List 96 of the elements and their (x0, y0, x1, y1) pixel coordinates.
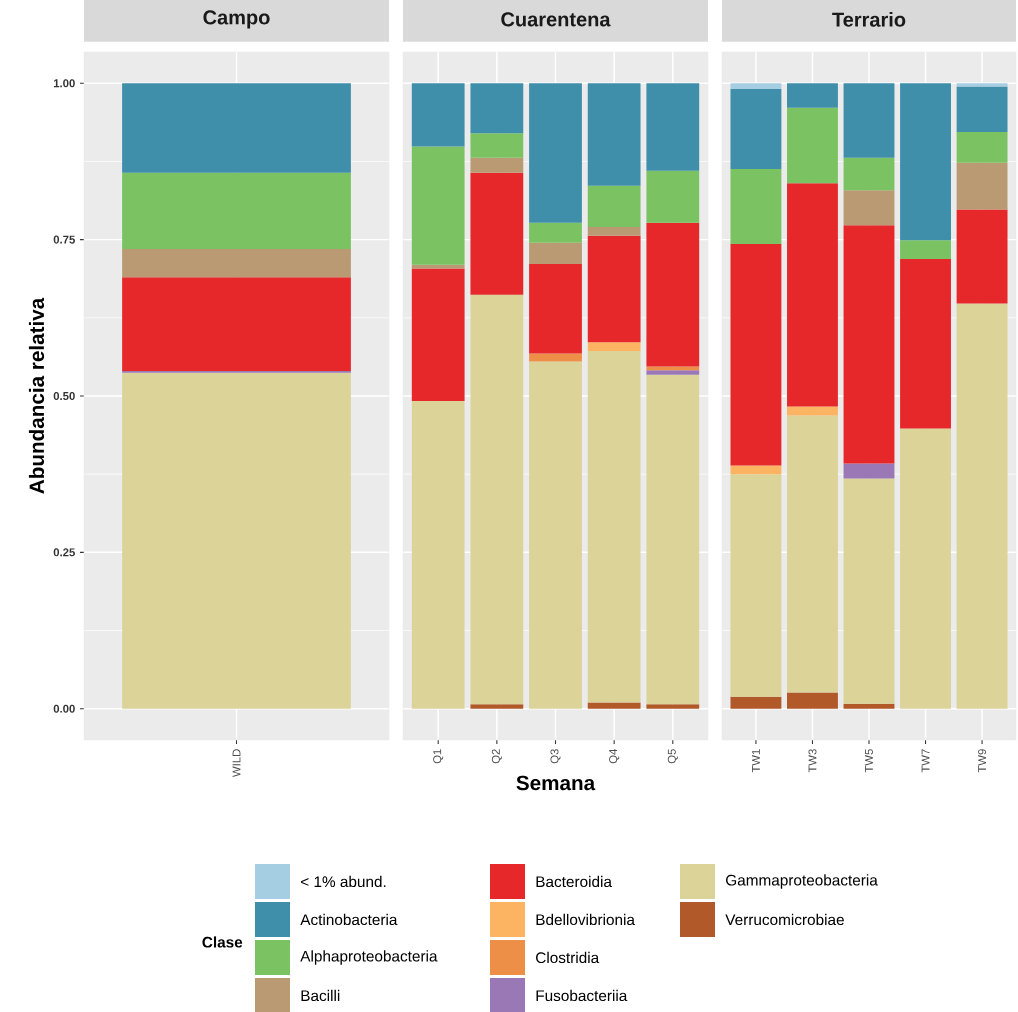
y-axis-title: Abundancia relativa (28, 297, 45, 494)
bar (787, 183, 838, 407)
bar (956, 132, 1008, 163)
bar (529, 361, 582, 709)
bar (730, 465, 782, 475)
bar (646, 370, 700, 375)
legend-label: Actinobacteria (300, 913, 398, 926)
bar (587, 342, 641, 351)
legend-label: Alphaproteobacteria (300, 950, 438, 965)
bar (587, 83, 641, 186)
bar (843, 83, 895, 158)
chart-title: Cuarentena (501, 12, 611, 27)
legend-label: < 1% abund. (301, 875, 386, 888)
bar (956, 303, 1008, 709)
bar (411, 268, 465, 401)
bar (956, 209, 1008, 304)
bar (787, 406, 838, 416)
bar (646, 83, 700, 171)
bar (470, 157, 524, 173)
bar (587, 702, 641, 709)
y-tick-label: 0.00 (53, 704, 75, 713)
bar (529, 242, 582, 265)
bar (587, 235, 641, 343)
bar (787, 415, 838, 693)
bar (730, 88, 782, 169)
x-tick-label: TW5 (865, 749, 873, 773)
bar (587, 185, 641, 228)
x-tick-label: Q1 (433, 749, 444, 764)
bar (122, 249, 351, 278)
bar (529, 222, 582, 243)
bar (730, 696, 782, 709)
x-tick-label: TW1 (752, 749, 760, 773)
legend-label: Fusobacteriia (536, 989, 628, 1002)
legend-label: Verrucomicrobiae (725, 913, 844, 926)
y-tick-label: 1.00 (53, 79, 75, 88)
bar (411, 83, 465, 147)
bar (900, 240, 951, 260)
x-tick-label: TW9 (978, 749, 987, 773)
bar (900, 259, 951, 429)
bar (470, 83, 524, 134)
bar (843, 190, 895, 226)
bar (529, 264, 582, 354)
chart-title: Campo (203, 10, 270, 29)
bar (843, 463, 895, 479)
legend-label: Gammaproteobacteria (726, 874, 878, 889)
bar (122, 83, 351, 173)
y-tick-label: 0.75 (53, 235, 75, 244)
bar (843, 225, 895, 464)
bar (122, 372, 351, 709)
x-tick-label: Q3 (550, 749, 561, 764)
bar (956, 86, 1008, 133)
bar (470, 133, 524, 158)
legend-label: Bacteroidia (536, 875, 612, 888)
bar (646, 170, 700, 223)
legend-title: Clase (202, 936, 243, 948)
bar (470, 294, 524, 705)
bar (529, 353, 582, 362)
bar (843, 703, 895, 709)
x-tick-label: Q4 (609, 749, 620, 764)
x-tick-label: TW3 (808, 749, 817, 773)
bar (587, 350, 641, 703)
x-tick-label: WILD (232, 749, 241, 777)
legend-label: Bdellovibrionia (536, 913, 635, 926)
bar (843, 478, 895, 704)
bar (843, 157, 895, 191)
bar (411, 146, 465, 265)
bar (730, 83, 782, 89)
bar (122, 172, 351, 249)
bar (787, 83, 838, 108)
bar (411, 400, 465, 709)
legend-label: Bacilli (301, 989, 340, 1002)
bar (470, 172, 524, 295)
bar (646, 704, 700, 709)
chart-title: Terrario (832, 12, 906, 27)
bar (730, 474, 782, 697)
bar (470, 704, 524, 709)
y-tick-label: 0.25 (53, 548, 75, 557)
bar (730, 244, 782, 466)
bar (122, 277, 351, 371)
x-axis-title: Semana (516, 775, 596, 791)
bar (730, 168, 782, 244)
legend-label: Clostridia (536, 951, 600, 964)
bar (787, 107, 838, 184)
y-tick-label: 0.50 (53, 391, 75, 400)
bar (900, 83, 951, 241)
x-tick-label: Q5 (667, 749, 678, 764)
bar (787, 692, 838, 709)
bar (646, 222, 700, 367)
bar (646, 374, 700, 705)
x-tick-label: TW7 (921, 749, 930, 773)
bar (956, 83, 1008, 87)
bar (529, 83, 582, 223)
bar (956, 162, 1008, 210)
x-tick-label: Q2 (491, 749, 502, 764)
bar (900, 428, 951, 709)
bar (587, 227, 641, 236)
